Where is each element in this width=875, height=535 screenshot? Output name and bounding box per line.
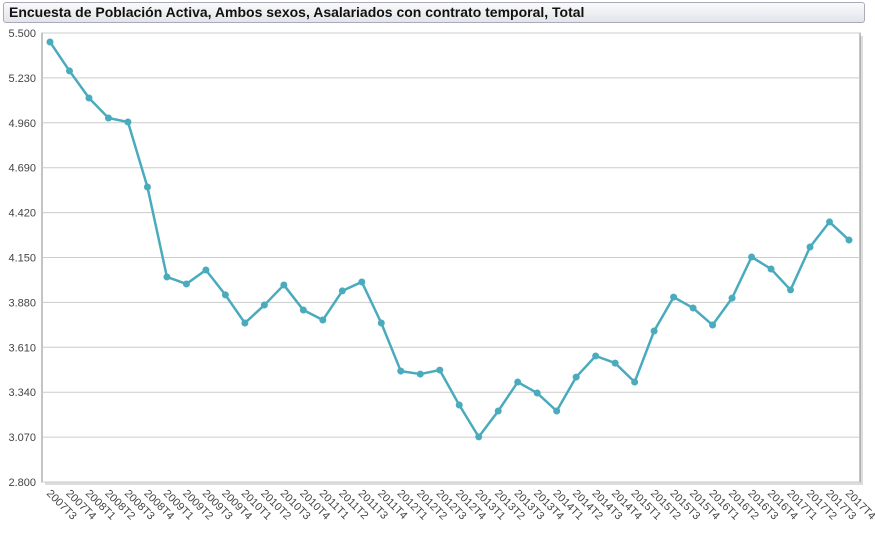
point (202, 266, 210, 274)
point (806, 243, 814, 251)
y-tick-label: 2.800 (8, 477, 36, 489)
point (514, 378, 522, 386)
point (221, 291, 229, 299)
y-tick-label: 5.230 (8, 73, 36, 85)
y-tick-label: 5.500 (8, 28, 36, 40)
point (553, 407, 561, 415)
point (358, 278, 366, 286)
point (124, 118, 132, 126)
y-tick-label: 4.960 (8, 118, 36, 130)
point (533, 389, 541, 397)
point (299, 306, 307, 314)
point (319, 316, 327, 324)
point (592, 352, 600, 360)
point (748, 253, 756, 261)
y-tick-label: 4.420 (8, 208, 36, 220)
point (455, 401, 463, 409)
y-tick-label: 4.150 (8, 253, 36, 265)
point (670, 293, 678, 301)
chart-title: Encuesta de Población Activa, Ambos sexo… (3, 2, 865, 23)
point (65, 67, 73, 75)
point (767, 265, 775, 273)
y-tick-label: 3.610 (8, 342, 36, 354)
point (338, 287, 346, 295)
point (845, 236, 853, 244)
point (436, 366, 444, 374)
point (416, 370, 424, 378)
point (494, 407, 502, 415)
point (475, 433, 483, 441)
point (709, 321, 717, 329)
point (182, 280, 190, 288)
point (689, 304, 697, 312)
point (826, 218, 834, 226)
point (280, 281, 288, 289)
point (85, 94, 93, 102)
point (572, 373, 580, 381)
y-tick-label: 3.340 (8, 387, 36, 399)
point (104, 114, 112, 122)
point (650, 327, 658, 335)
point (611, 359, 619, 367)
point (143, 183, 151, 191)
point (163, 273, 171, 281)
point (397, 367, 405, 375)
point (728, 294, 736, 302)
point (631, 378, 639, 386)
point (377, 319, 385, 327)
y-tick-label: 4.690 (8, 163, 36, 175)
y-tick-label: 3.880 (8, 297, 36, 309)
y-tick-label: 3.070 (8, 432, 36, 444)
point (46, 38, 54, 46)
point (787, 286, 795, 294)
point (241, 319, 249, 327)
point (260, 301, 268, 309)
